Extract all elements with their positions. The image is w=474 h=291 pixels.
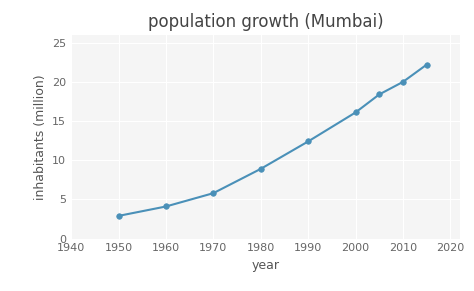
- Title: population growth (Mumbai): population growth (Mumbai): [147, 13, 383, 31]
- X-axis label: year: year: [251, 259, 280, 272]
- Y-axis label: inhabitants (million): inhabitants (million): [34, 74, 46, 200]
